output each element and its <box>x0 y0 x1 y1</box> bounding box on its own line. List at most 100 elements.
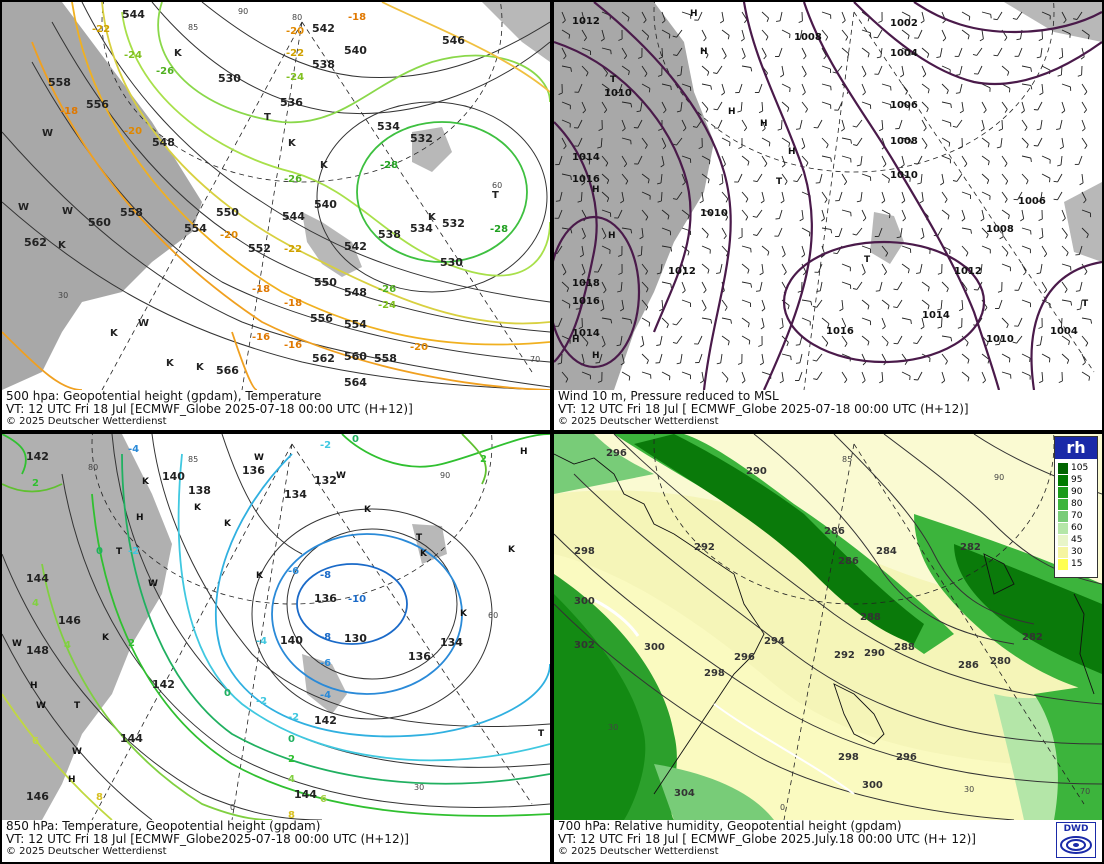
wind-barb <box>1041 371 1044 382</box>
wind-barb <box>1001 101 1008 110</box>
wind-barb <box>1016 11 1023 20</box>
wind-barb-flag <box>893 288 898 291</box>
wind-barb-flag <box>658 128 663 131</box>
wind-barb <box>841 353 851 358</box>
wind-barb <box>1081 335 1089 344</box>
wind-barb-flag <box>557 362 562 365</box>
wind-barb-flag <box>937 272 942 275</box>
wind-barb <box>721 11 725 21</box>
wind-barb-flag <box>657 200 662 203</box>
wind-barb <box>821 335 829 344</box>
wind-barb-flag <box>562 19 566 24</box>
height-label: 144 <box>120 732 143 745</box>
wind-barb <box>841 281 851 286</box>
wind-barb <box>801 245 806 255</box>
symbol-h: H <box>788 147 796 157</box>
wind-barb <box>920 173 923 184</box>
wind-barb-flag <box>719 182 724 186</box>
wind-barb-flag <box>767 251 770 256</box>
height-label: 142 <box>26 450 49 463</box>
wind-barb-flag <box>997 290 1002 293</box>
wind-barb-flag <box>798 20 803 24</box>
wind-barb <box>1001 317 1009 325</box>
height-label: 282 <box>960 542 981 553</box>
wind-barb-flag <box>786 342 789 347</box>
wind-barb <box>781 83 791 89</box>
wind-barb <box>601 227 607 237</box>
wind-barb <box>998 335 1003 345</box>
height-label: 144 <box>294 788 317 801</box>
wind-barb-flag <box>748 340 751 345</box>
wind-barb-flag <box>721 92 725 96</box>
wind-barb <box>1061 317 1063 328</box>
wind-barb <box>1081 191 1087 201</box>
wind-barb <box>641 173 650 180</box>
wind-barb <box>661 245 671 249</box>
wind-barb-flag <box>801 146 806 150</box>
wind-barb-flag <box>862 217 867 222</box>
height-label: 132 <box>314 474 337 487</box>
wind-barb <box>1018 281 1023 291</box>
wind-barb-flag <box>627 17 630 22</box>
legend-value: 70 <box>1071 511 1083 521</box>
wind-barb <box>841 263 851 268</box>
wind-barb-flag <box>888 178 890 184</box>
wind-barb-flag <box>606 179 610 184</box>
temp-label: -28 <box>490 224 508 235</box>
wind-barb-flag <box>900 74 904 78</box>
legend-swatch <box>1058 535 1068 546</box>
wind-barb-flag <box>984 307 988 312</box>
wind-barb <box>861 263 866 273</box>
wind-barb-flag <box>923 127 927 132</box>
symbol-h: H <box>760 119 768 129</box>
wind-barb <box>1041 155 1051 161</box>
wind-barb <box>997 47 1003 57</box>
wind-barb-flag <box>832 71 837 74</box>
wind-barb <box>581 335 589 344</box>
temp-label: -20 <box>286 26 304 37</box>
wind-barb <box>741 11 748 20</box>
wind-barb-flag <box>1076 308 1081 311</box>
wind-barb <box>841 317 847 327</box>
wind-barb-flag <box>583 37 587 42</box>
wind-barb <box>741 209 749 218</box>
wind-barb <box>821 227 831 230</box>
wind-barb <box>941 101 951 105</box>
height-label: 294 <box>764 636 785 647</box>
wind-barb-flag <box>727 341 730 346</box>
height-label: 536 <box>280 96 303 109</box>
wind-barb <box>601 155 609 164</box>
wind-barb <box>761 353 764 363</box>
symbol-w: W <box>138 318 149 329</box>
wind-barb <box>721 209 729 218</box>
wind-barb-flag <box>610 50 612 55</box>
wind-barb-flag <box>900 164 905 168</box>
wind-barb <box>981 119 985 129</box>
symbol-k: K <box>166 358 175 369</box>
wind-barb <box>761 101 764 112</box>
wind-barb <box>721 47 727 57</box>
wind-barb <box>676 191 683 200</box>
wind-barb <box>981 209 985 219</box>
wind-barb-flag <box>879 380 884 384</box>
wind-barb-flag <box>1057 164 1062 167</box>
height-label: 548 <box>344 286 367 299</box>
wind-barb-flag <box>1004 109 1008 113</box>
temp-label: -26 <box>378 284 396 295</box>
wind-barb <box>941 173 945 183</box>
wind-barb <box>701 317 711 321</box>
wind-barb-flag <box>1007 71 1010 76</box>
temp-label: -16 <box>252 332 270 343</box>
wind-barb <box>921 119 927 129</box>
wind-barb <box>698 353 703 363</box>
wind-barb <box>781 173 788 182</box>
wind-barb-flag <box>862 91 866 96</box>
temp-label: -18 <box>252 284 270 295</box>
wind-barb <box>1001 173 1009 182</box>
wind-barb-flag <box>852 125 857 128</box>
wind-barb-flag <box>917 182 922 185</box>
wind-barb <box>961 191 971 196</box>
wind-barb <box>921 101 929 109</box>
wind-barb <box>941 119 951 124</box>
wind-barb <box>961 245 969 254</box>
